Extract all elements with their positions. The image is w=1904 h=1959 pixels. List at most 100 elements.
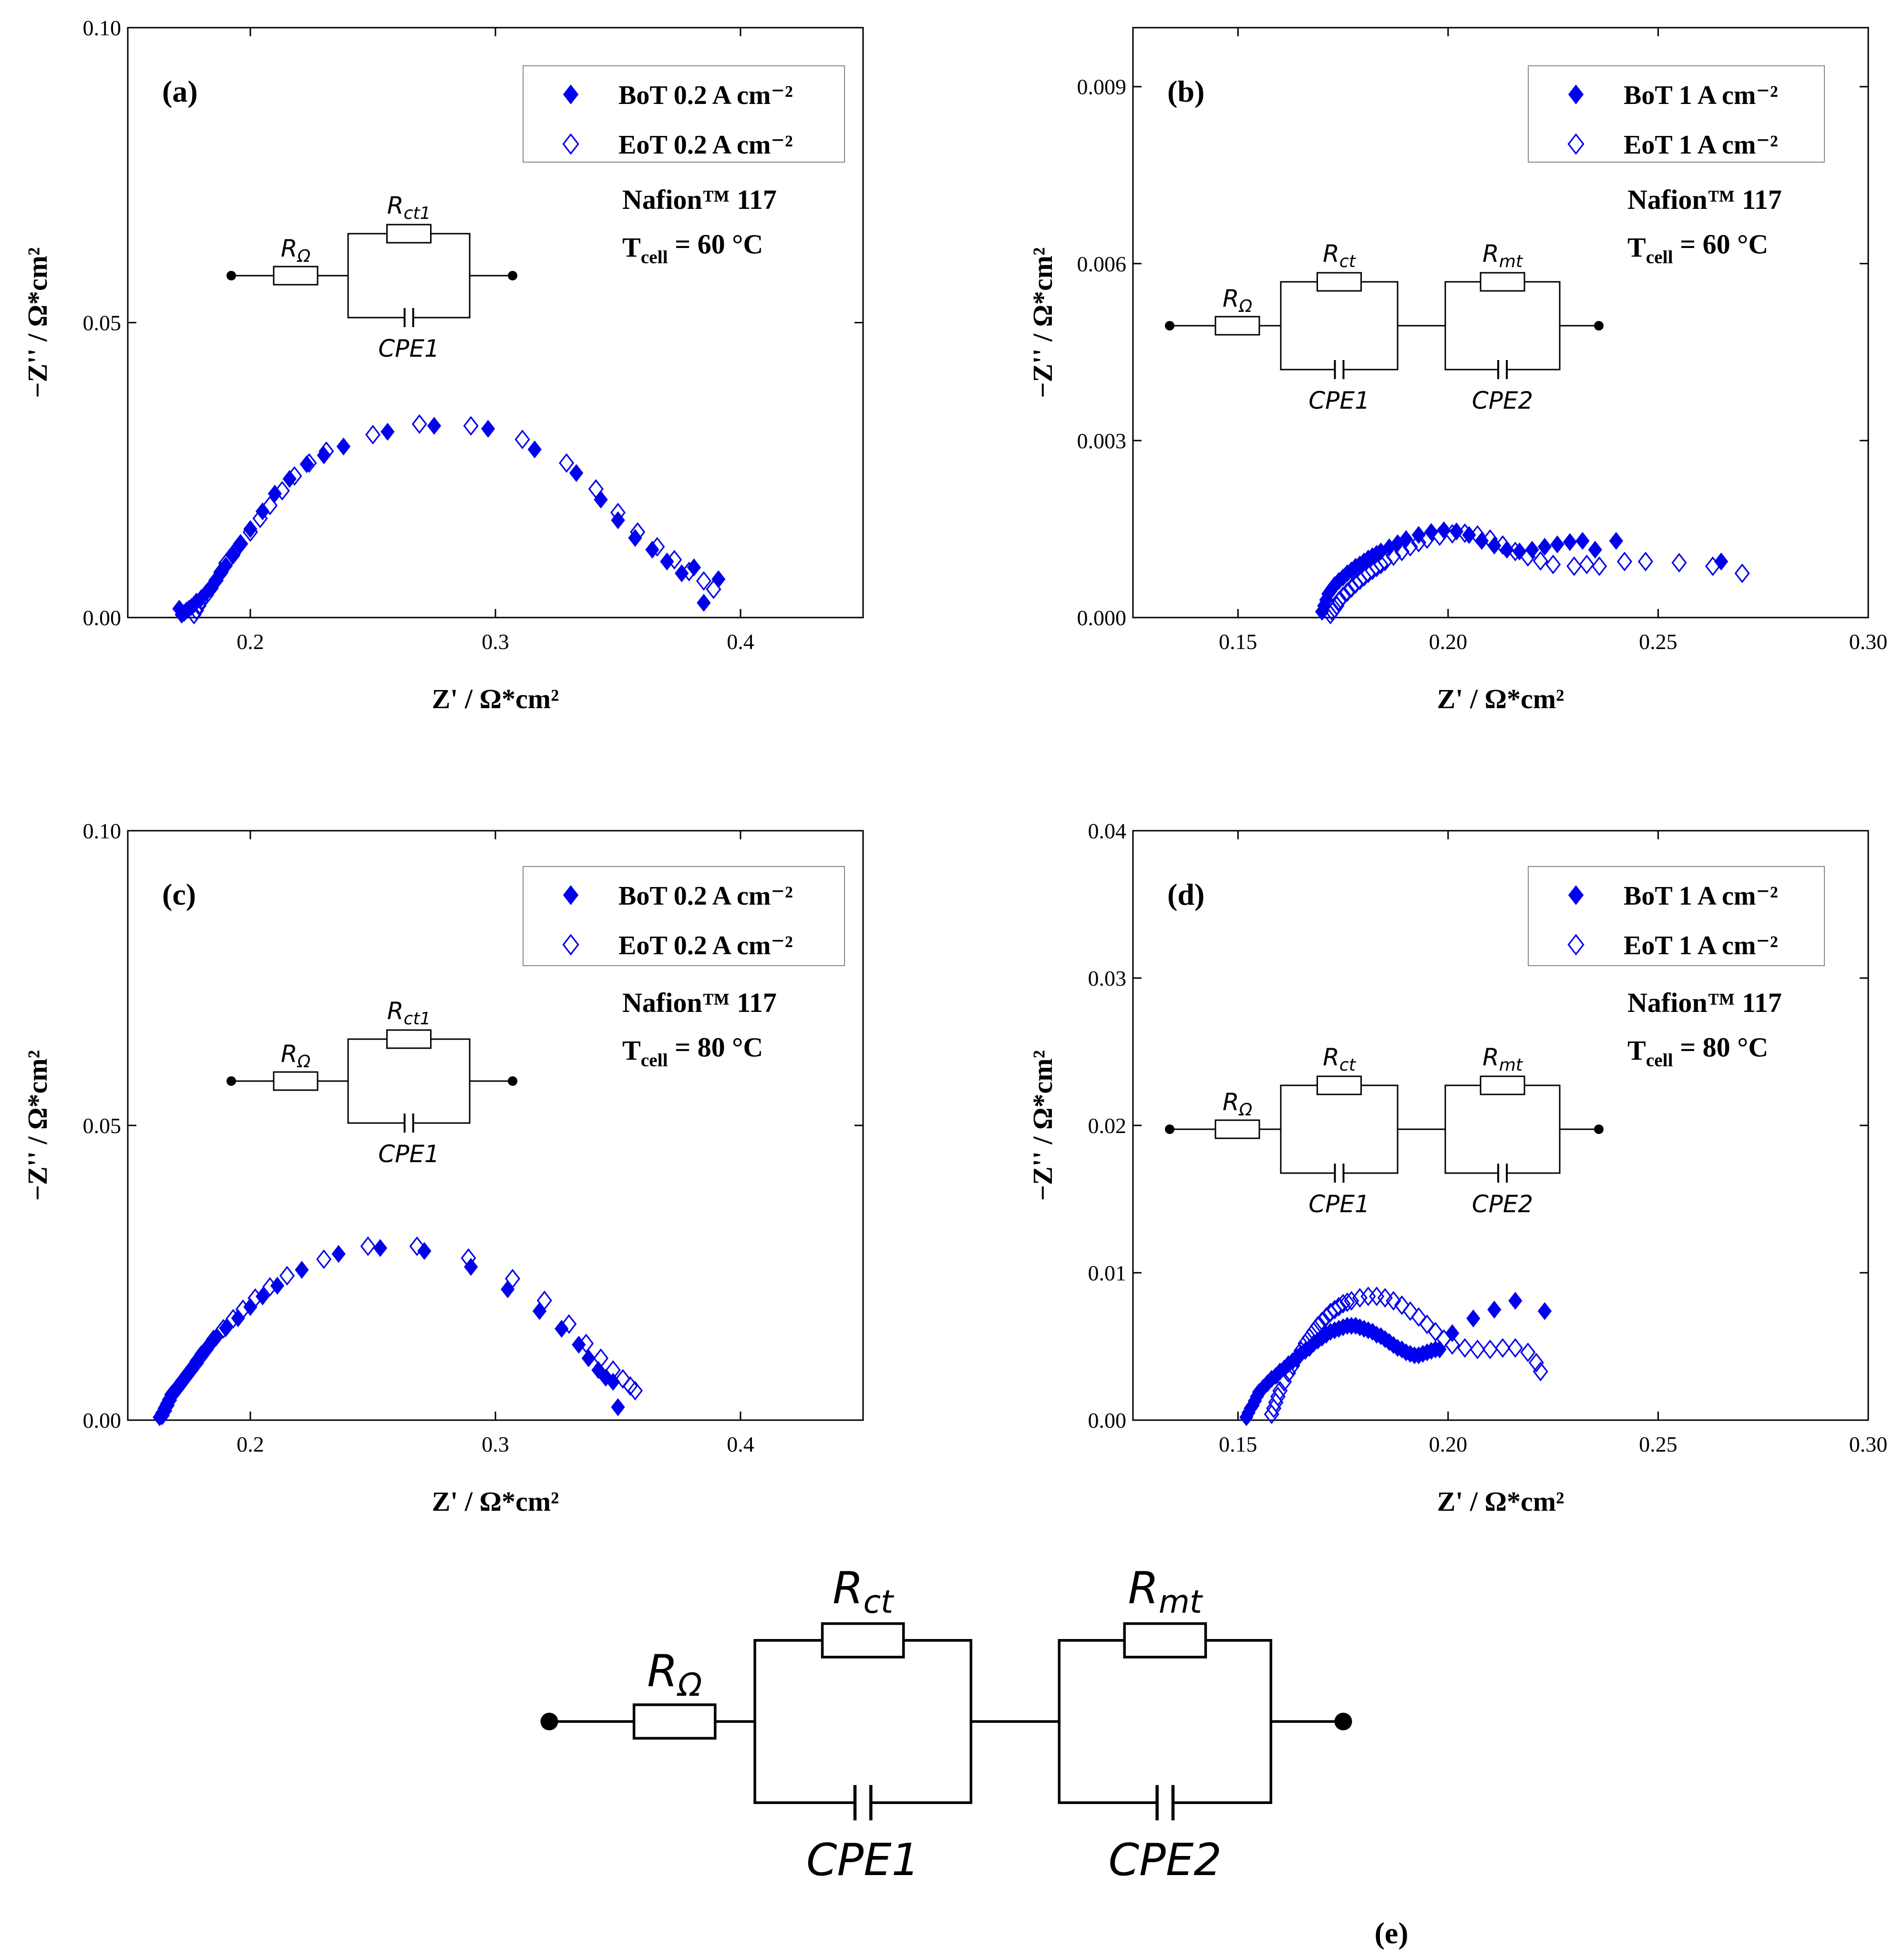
data-point (578, 1333, 594, 1353)
x-tick-label: 0.4 (727, 629, 754, 654)
data-point (1575, 532, 1590, 550)
data-point (331, 1245, 346, 1263)
legend-marker-open (562, 934, 579, 956)
data-point (1445, 1324, 1460, 1342)
y-axis-label: −Z'' / Ω*cm² (22, 1050, 53, 1201)
circuit-label-base: R (1482, 1043, 1499, 1071)
circuit-label-base: R (387, 997, 404, 1025)
data-point (1457, 523, 1473, 543)
data-point (555, 1320, 569, 1338)
data-point (1591, 556, 1607, 576)
legend-label: BoT 1 A cm⁻² (1624, 81, 1778, 110)
x-axis-label: Z' / Ω*cm² (432, 683, 559, 714)
circuit-label: RΩ (281, 1040, 311, 1072)
data-point (1297, 1333, 1313, 1353)
data-point (262, 495, 278, 516)
wire (753, 1722, 973, 1804)
data-point (1402, 536, 1418, 557)
data-point (594, 490, 608, 509)
data-point (1705, 556, 1721, 576)
data-point (243, 520, 257, 538)
x-tick-label: 0.15 (1219, 629, 1257, 654)
legend-marker-filled (1568, 84, 1584, 104)
data-point (235, 1299, 251, 1320)
cell-temperature-sub: cell (1646, 247, 1673, 268)
data-point (1331, 1297, 1347, 1317)
data-point (1616, 551, 1633, 572)
data-point (162, 1390, 177, 1410)
data-point (1495, 535, 1511, 555)
data-point (1579, 555, 1595, 575)
data-point (1508, 1291, 1523, 1310)
legend-label: EoT 1 A cm⁻² (1624, 931, 1778, 960)
data-point (1482, 529, 1498, 549)
x-tick-label: 0.20 (1429, 1432, 1468, 1456)
data-point (1444, 1335, 1460, 1355)
circuit-label-base: R (281, 1040, 298, 1068)
circuit-label-sub: ct (1339, 252, 1357, 271)
legend-marker-open (1567, 133, 1585, 155)
resistor (273, 1071, 319, 1091)
circuit-label: Rct1 (387, 192, 431, 223)
data-point (1525, 540, 1539, 559)
x-axis-label: Z' / Ω*cm² (432, 1486, 559, 1517)
cell-temperature-sub: cell (641, 1050, 668, 1071)
data-point (268, 485, 282, 503)
data-point (1495, 1338, 1511, 1358)
data-point (1335, 586, 1351, 607)
data-point (179, 1366, 195, 1386)
data-point (706, 579, 721, 599)
data-point (186, 605, 202, 625)
y-tick-label: 0.01 (1088, 1261, 1127, 1285)
circuit-label-sub: ct1 (403, 1009, 431, 1029)
terminal-dot (1594, 1124, 1604, 1134)
data-point (203, 578, 219, 598)
data-point (593, 1348, 609, 1368)
y-tick-label: 0.05 (83, 1114, 122, 1138)
x-tick-label: 0.25 (1639, 629, 1678, 654)
cell-temperature-T: T (1627, 1035, 1646, 1066)
legend-marker-open (562, 133, 579, 155)
circuit-label-base: R (281, 235, 298, 262)
series-bot (1315, 521, 1729, 621)
data-point (1436, 1329, 1452, 1349)
circuit-label-sub: ct (1339, 1055, 1357, 1075)
membrane-label: Nafion™ 117 (622, 987, 777, 1018)
x-tick-label: 0.15 (1219, 1432, 1257, 1456)
cell-temperature-sub: cell (1646, 1050, 1673, 1071)
data-point (1276, 1372, 1292, 1392)
data-point (1520, 546, 1536, 567)
circuit-label: CPE2 (1108, 1834, 1222, 1886)
wire (1444, 1129, 1561, 1174)
capacitor-gap (1334, 1171, 1345, 1175)
data-point (225, 1309, 241, 1329)
circuit-label-base: R (1223, 1088, 1239, 1116)
circuit-label: RΩ (1223, 285, 1253, 316)
data-point (501, 1280, 515, 1299)
cell-temperature: Tcell = 60 °C (1627, 229, 1768, 268)
data-point (1550, 535, 1564, 554)
data-point (373, 1239, 388, 1257)
data-point (188, 1353, 204, 1373)
data-point (427, 417, 442, 435)
data-point (417, 1242, 432, 1260)
data-point (588, 479, 604, 499)
circuit-label: CPE1 (806, 1834, 920, 1886)
data-point (301, 453, 317, 473)
data-point (262, 1277, 278, 1297)
series-eot (186, 414, 721, 625)
data-point (365, 424, 381, 445)
circuit-label-sub: Ω (297, 247, 311, 266)
terminal-dot (1165, 321, 1174, 330)
data-point (1424, 523, 1439, 541)
data-point (360, 1236, 376, 1256)
data-point (1487, 1300, 1502, 1319)
y-tick-label: 0.03 (1088, 966, 1127, 990)
cell-temperature-value: = 80 °C (1673, 1032, 1769, 1063)
data-point (279, 1266, 295, 1286)
x-tick-label: 0.2 (237, 1432, 264, 1456)
legend-marker-open (1567, 934, 1585, 956)
capacitor-gap (854, 1801, 872, 1805)
